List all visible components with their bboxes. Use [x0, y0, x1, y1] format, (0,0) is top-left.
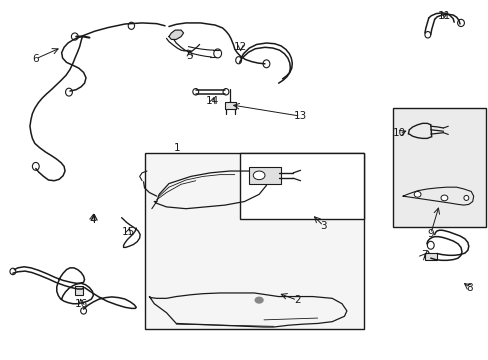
Bar: [424, 253, 436, 260]
Ellipse shape: [463, 195, 468, 201]
Text: 7: 7: [420, 250, 427, 260]
Text: 11: 11: [437, 11, 450, 21]
Bar: [239, 153, 363, 220]
Text: 14: 14: [206, 96, 219, 106]
Ellipse shape: [440, 195, 447, 201]
Bar: [392, 108, 485, 226]
Text: 10: 10: [392, 129, 406, 138]
Polygon shape: [154, 171, 268, 209]
Text: 1: 1: [174, 143, 180, 153]
Polygon shape: [149, 293, 346, 327]
Circle shape: [253, 171, 264, 180]
Bar: [144, 153, 363, 329]
Text: 12: 12: [233, 42, 247, 51]
Text: 2: 2: [293, 295, 300, 305]
Ellipse shape: [413, 192, 420, 197]
Bar: [249, 167, 281, 184]
Text: 13: 13: [293, 111, 306, 121]
Text: 3: 3: [320, 221, 326, 231]
Polygon shape: [402, 187, 473, 205]
Text: 6: 6: [32, 54, 39, 64]
Bar: [75, 286, 83, 295]
Text: 16: 16: [74, 299, 87, 309]
Bar: [224, 102, 235, 109]
Text: 15: 15: [122, 227, 135, 237]
Polygon shape: [168, 30, 183, 40]
Text: 4: 4: [89, 215, 96, 225]
Text: 8: 8: [466, 283, 472, 293]
Text: 5: 5: [186, 51, 193, 61]
Text: 9: 9: [427, 229, 433, 239]
Circle shape: [255, 297, 263, 303]
